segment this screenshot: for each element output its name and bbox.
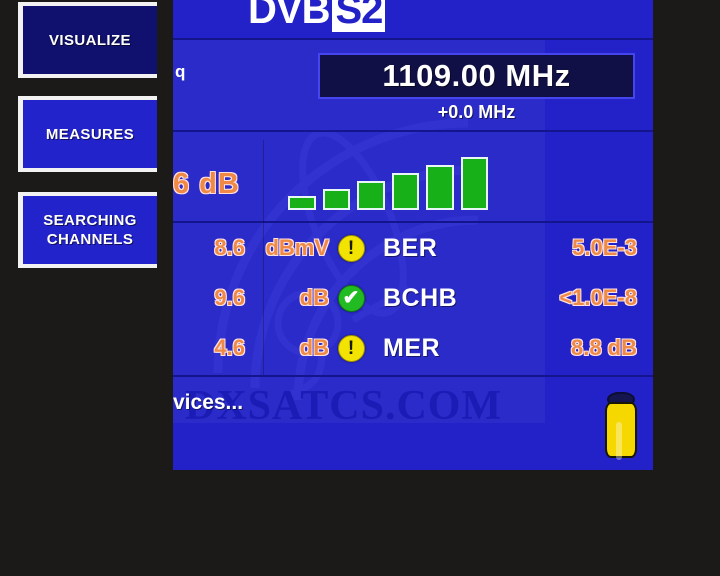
- status-message: vices...: [173, 391, 244, 414]
- divider: [173, 38, 653, 40]
- frequency-label: q: [175, 62, 186, 81]
- measurement-unit: dBmV: [265, 235, 329, 260]
- divider: [173, 221, 653, 223]
- sidebar-item-visualize[interactable]: VISUALIZE: [18, 2, 157, 78]
- signal-bar: [322, 189, 350, 210]
- measurement-result: 8.8 dB: [570, 335, 637, 360]
- status-glyph: !: [347, 337, 355, 359]
- check-icon: ✔: [329, 284, 373, 312]
- battery-icon: [601, 392, 641, 460]
- status-badge: !: [337, 234, 365, 262]
- standard-selected-badge[interactable]: S2: [332, 0, 386, 32]
- measurement-name: BCHB: [383, 283, 458, 312]
- sidebar-item-label: SEARCHING CHANNELS: [43, 212, 137, 248]
- signal-bar: [460, 157, 488, 210]
- table-row[interactable]: 9.6 dB ✔ BCHB <1.0E-8: [173, 273, 653, 323]
- standard-base-label: DVB: [248, 0, 330, 32]
- sidebar-item-measures[interactable]: MEASURES: [18, 96, 157, 172]
- measurement-value: 4.6: [214, 335, 245, 360]
- signal-bar: [357, 181, 385, 210]
- measurements-table: 8.6 dBmV ! BER 5.0E-3 9.6 dB ✔ BC: [173, 223, 653, 375]
- level-value: 6 dB: [173, 168, 240, 200]
- frequency-field[interactable]: 1109.00 MHz: [318, 53, 635, 99]
- main-panel: DXSATCS.COM DVB S2 q 1109.00 MHz +0.0 MH…: [173, 0, 653, 470]
- measurement-name: BER: [383, 233, 438, 262]
- measurement-unit: dB: [299, 335, 329, 360]
- frequency-value: 1109.00 MHz: [382, 58, 571, 93]
- battery-shine: [616, 422, 622, 460]
- battery-body: [605, 402, 637, 460]
- standard-title: DVB S2: [248, 0, 386, 32]
- table-row[interactable]: 4.6 dB ! MER 8.8 dB: [173, 323, 653, 373]
- standard-header: DVB S2: [173, 0, 653, 38]
- frequency-offset: +0.0 MHz: [437, 102, 516, 122]
- measurement-value: 9.6: [214, 285, 245, 310]
- column-guide: [263, 140, 264, 375]
- status-glyph: !: [347, 237, 355, 259]
- measurement-unit: dB: [299, 285, 329, 310]
- signal-strength-bargraph: [288, 154, 488, 210]
- measurement-name: MER: [383, 333, 441, 362]
- sidebar-item-searching-channels[interactable]: SEARCHING CHANNELS: [18, 192, 157, 268]
- sidebar: VISUALIZE MEASURES SEARCHING CHANNELS: [0, 0, 173, 576]
- measurement-value: 8.6: [214, 235, 245, 260]
- warning-icon: !: [329, 234, 373, 262]
- sidebar-item-label: MEASURES: [45, 125, 135, 143]
- signal-bar: [288, 196, 316, 210]
- measurement-result: <1.0E-8: [559, 285, 637, 310]
- status-badge: !: [337, 334, 365, 362]
- frequency-row: q 1109.00 MHz +0.0 MHz: [173, 40, 653, 130]
- table-row[interactable]: 8.6 dBmV ! BER 5.0E-3: [173, 223, 653, 273]
- warning-icon: !: [329, 334, 373, 362]
- status-badge: ✔: [337, 284, 365, 312]
- divider: [173, 130, 653, 132]
- status-glyph: ✔: [342, 287, 360, 309]
- level-row: 6 dB: [173, 132, 653, 221]
- measurement-result: 5.0E-3: [572, 235, 637, 260]
- divider: [173, 375, 653, 377]
- signal-bar: [426, 165, 454, 210]
- status-bar: vices...: [173, 377, 653, 470]
- signal-bar: [391, 173, 419, 210]
- sidebar-item-label: VISUALIZE: [49, 31, 131, 49]
